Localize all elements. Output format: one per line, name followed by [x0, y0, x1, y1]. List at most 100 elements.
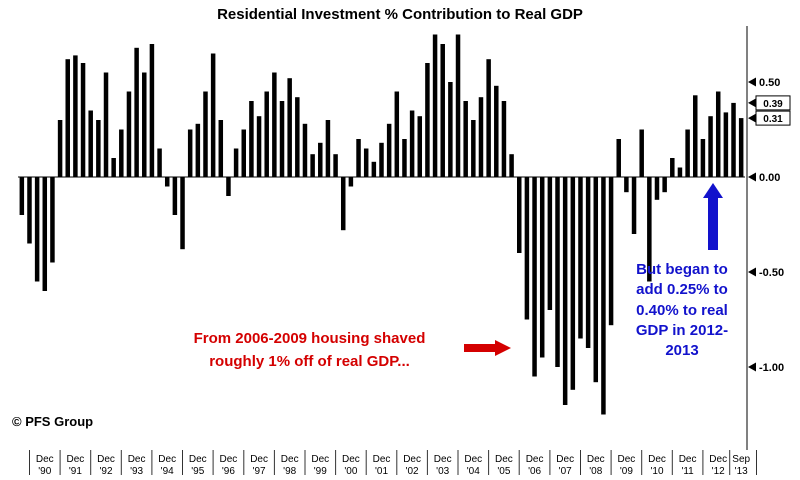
x-tick-label-month: Dec	[464, 454, 482, 465]
bar	[302, 123, 308, 177]
bar	[149, 44, 155, 177]
annotation-housing-positive: But began to add 0.25% to 0.40% to real …	[635, 261, 729, 359]
bar	[501, 101, 507, 177]
bar	[578, 177, 583, 339]
bar	[65, 59, 70, 178]
bar	[624, 177, 629, 193]
blue-arrow-up-icon	[703, 183, 723, 250]
bar	[471, 120, 476, 177]
x-tick-label-month: Sep	[732, 454, 750, 465]
bar	[34, 177, 40, 282]
bar	[631, 177, 637, 234]
bar	[42, 177, 48, 291]
bar	[685, 129, 690, 177]
x-tick-label-month: Dec	[189, 454, 207, 465]
x-tick-label-month: Dec	[250, 454, 268, 465]
x-tick-label-year: '12	[712, 466, 725, 477]
bar	[88, 110, 93, 177]
x-tick-label-month: Dec	[220, 454, 238, 465]
bar	[57, 120, 63, 177]
x-tick-label-year: '01	[375, 466, 388, 477]
y-tick-label: 0.50	[759, 77, 780, 89]
bar	[417, 116, 423, 177]
x-tick-label-year: '06	[528, 466, 541, 477]
bar	[333, 154, 338, 177]
x-tick-label-year: '99	[314, 466, 327, 477]
x-tick-label-year: '94	[161, 466, 174, 477]
bar	[134, 47, 139, 177]
bar	[379, 142, 384, 177]
bar	[654, 177, 660, 200]
x-tick-label-month: Dec	[618, 454, 636, 465]
bar	[356, 139, 361, 177]
bar	[394, 91, 400, 177]
bar	[494, 85, 499, 177]
bar	[371, 161, 377, 177]
bar	[647, 177, 652, 282]
y-tick-label: -0.50	[759, 267, 784, 279]
bar	[738, 118, 744, 177]
bar	[448, 82, 453, 177]
bar	[562, 177, 568, 405]
bar	[241, 129, 246, 177]
x-tick-label-month: Dec	[97, 454, 115, 465]
x-tick-label-month: Dec	[128, 454, 146, 465]
last-value-marker-icon	[748, 98, 756, 108]
x-tick-label-year: '04	[467, 466, 480, 477]
last-value-label: 0.31	[763, 114, 783, 125]
bar	[677, 167, 683, 177]
x-tick-label-month: Dec	[311, 454, 329, 465]
x-tick-label-year: '92	[99, 466, 112, 477]
x-tick-label-month: Dec	[36, 454, 54, 465]
bar	[172, 177, 178, 215]
x-tick-label-year: '00	[344, 466, 357, 477]
x-tick-label-year: '98	[283, 466, 296, 477]
x-tick-label-month: Dec	[373, 454, 391, 465]
bar	[256, 116, 262, 177]
y-tick-label: 0.00	[759, 172, 780, 184]
bar	[363, 148, 369, 177]
red-arrow-body	[464, 344, 495, 352]
x-tick-label-year: '93	[130, 466, 143, 477]
bar	[662, 177, 667, 193]
bar	[708, 116, 713, 177]
bar	[264, 91, 269, 177]
bar	[279, 101, 285, 177]
bar	[731, 102, 736, 177]
last-value-label: 0.39	[763, 99, 783, 110]
bar	[532, 177, 537, 377]
bar	[287, 78, 292, 177]
x-tick-label-year: '07	[559, 466, 572, 477]
bar	[517, 177, 522, 253]
last-value-box	[755, 110, 791, 126]
bar	[723, 112, 729, 177]
last-value-marker-icon	[748, 113, 756, 123]
bar	[463, 101, 468, 177]
bar	[670, 158, 675, 177]
x-tick-label-month: Dec	[526, 454, 544, 465]
bar	[249, 101, 254, 177]
y-tick-marker-icon	[748, 172, 756, 182]
bar	[425, 63, 430, 177]
x-tick-label-year: '03	[436, 466, 449, 477]
y-tick-marker-icon	[748, 362, 756, 372]
bar	[440, 44, 445, 177]
bar	[126, 91, 132, 177]
bar	[715, 91, 721, 177]
bar	[142, 72, 147, 177]
bar	[50, 177, 55, 263]
bar	[478, 97, 484, 177]
x-tick-label-year: '10	[650, 466, 663, 477]
bar	[203, 91, 208, 177]
bar	[348, 177, 354, 187]
bar	[616, 139, 621, 177]
x-tick-label-month: Dec	[679, 454, 697, 465]
y-tick-marker-icon	[748, 267, 756, 277]
bar	[195, 123, 201, 177]
bar	[119, 129, 124, 177]
bar	[386, 123, 392, 177]
bar	[601, 177, 606, 415]
bar	[218, 120, 224, 177]
